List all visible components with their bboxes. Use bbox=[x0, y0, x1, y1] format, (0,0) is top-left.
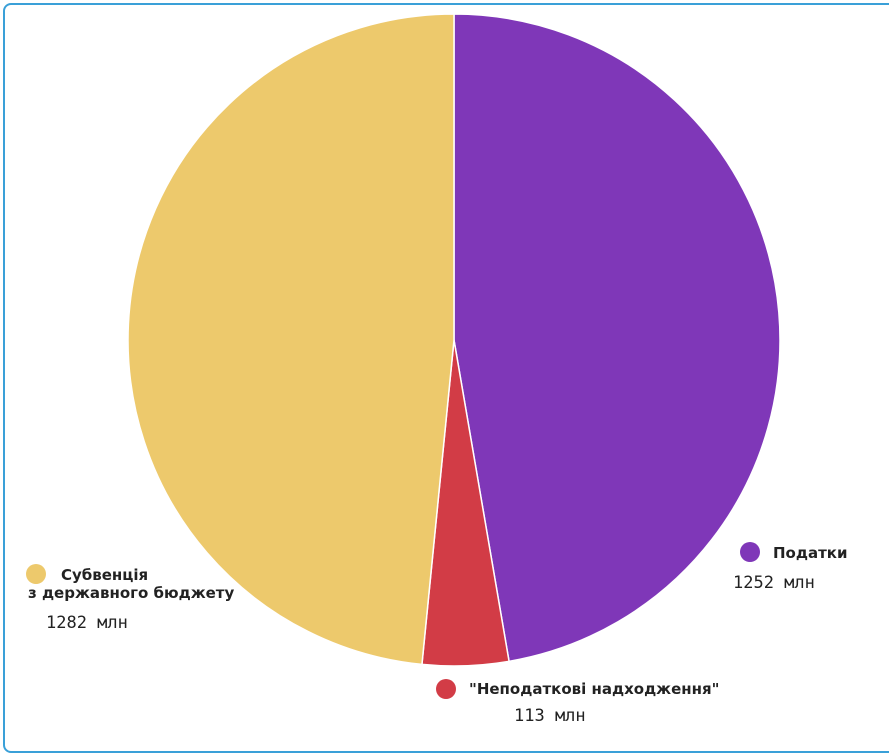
slice-name-nepodatkovi: "Неподаткові надходження" bbox=[469, 680, 719, 698]
slice-name-podatky: Податки bbox=[773, 544, 847, 562]
legend-dot-nepodatkovi bbox=[436, 679, 456, 699]
slice-value-subventsiya: 1282 млн bbox=[46, 613, 128, 633]
slice-subventsiya bbox=[127, 13, 455, 666]
slice-name-subventsiya-line2: з державного бюджету bbox=[28, 584, 235, 602]
label-subventsiya: Субвенція з державного бюджету 1282 млн bbox=[26, 564, 235, 633]
legend-dot-subventsiya bbox=[26, 564, 46, 584]
legend-dot-podatky bbox=[740, 542, 760, 562]
slice-value-nepodatkovi: 113 млн bbox=[514, 706, 586, 726]
slice-value-podatky: 1252 млн bbox=[733, 573, 815, 593]
pie-chart: Податки 1252 млн "Неподаткові надходженн… bbox=[26, 13, 847, 726]
slice-podatky bbox=[453, 13, 781, 663]
slice-name-subventsiya-line1: Субвенція bbox=[61, 566, 148, 584]
label-nepodatkovi: "Неподаткові надходження" 113 млн bbox=[436, 679, 719, 726]
label-podatky: Податки 1252 млн bbox=[733, 542, 847, 593]
pie-slices bbox=[127, 13, 781, 667]
